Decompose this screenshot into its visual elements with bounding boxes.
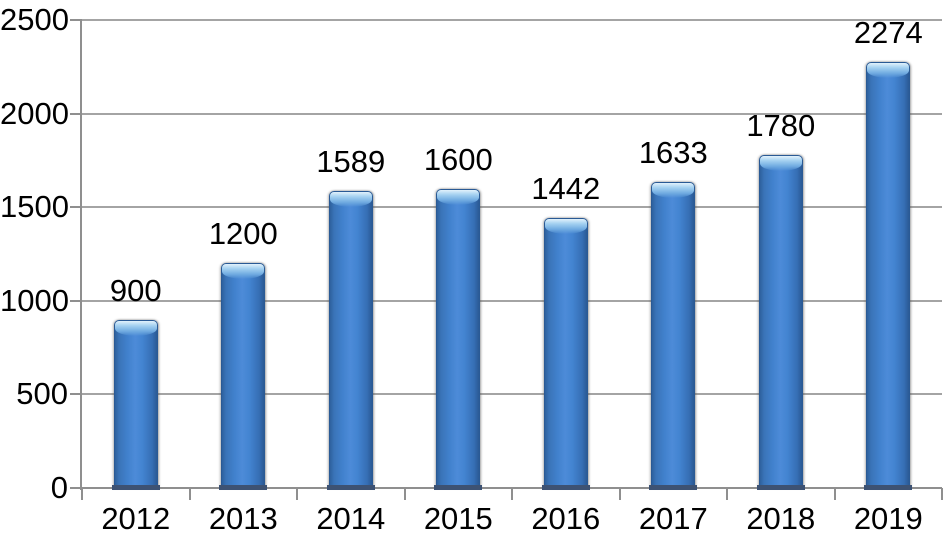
bar-value-label: 2274 (853, 15, 923, 51)
bar-2015 (434, 188, 483, 490)
bar-value-label: 1200 (208, 216, 278, 252)
x-axis-tick (618, 488, 621, 500)
y-axis-tick (70, 299, 82, 302)
x-axis-tick (726, 488, 728, 500)
y-axis-label: 2000 (0, 95, 69, 131)
y-axis-tick (70, 112, 82, 115)
x-axis-label: 2015 (423, 501, 493, 536)
bar-value-label: 1633 (638, 135, 708, 171)
bar-value-label: 900 (109, 272, 162, 308)
y-axis-tick (70, 393, 82, 396)
y-axis-line (80, 19, 82, 490)
bar-2014 (326, 190, 375, 490)
x-axis-label: 2018 (746, 501, 816, 536)
x-axis-label: 2012 (101, 501, 171, 536)
bar-value-label: 1589 (316, 143, 386, 179)
bar-2012 (111, 319, 160, 490)
x-axis-tick (81, 488, 83, 500)
y-axis-label: 1500 (0, 189, 69, 225)
y-axis-tick (70, 19, 82, 21)
x-axis-tick (511, 488, 513, 500)
bar-2018 (756, 154, 805, 491)
x-axis-label: 2013 (208, 501, 278, 536)
gridline (82, 393, 942, 396)
x-axis-tick (941, 488, 943, 500)
gridline (82, 112, 942, 115)
y-axis-tick (70, 487, 82, 489)
bar-value-label: 1442 (531, 171, 601, 207)
gridline (82, 206, 942, 209)
x-axis-tick (296, 488, 298, 500)
bar-2019 (864, 62, 913, 490)
x-axis-tick (833, 488, 836, 500)
y-axis-label: 500 (16, 376, 68, 412)
gridline (82, 299, 942, 302)
y-axis-label: 0 (50, 470, 68, 505)
y-axis-label: 1000 (0, 282, 69, 318)
gridline (82, 19, 942, 21)
x-axis-label: 2019 (853, 501, 923, 536)
bar-2017 (649, 182, 698, 490)
bar-2013 (219, 263, 268, 490)
x-axis-tick (188, 488, 191, 500)
y-axis-tick (70, 206, 82, 209)
x-axis-tick (403, 488, 406, 500)
bar-value-label: 1600 (423, 141, 493, 177)
x-axis-label: 2017 (638, 501, 708, 536)
plot-area (82, 19, 942, 491)
x-axis-label: 2014 (316, 501, 386, 536)
x-axis-label: 2016 (531, 501, 601, 536)
bar-value-label: 1780 (746, 107, 816, 143)
y-axis-label: 2500 (0, 2, 69, 37)
bar-2016 (541, 218, 590, 490)
